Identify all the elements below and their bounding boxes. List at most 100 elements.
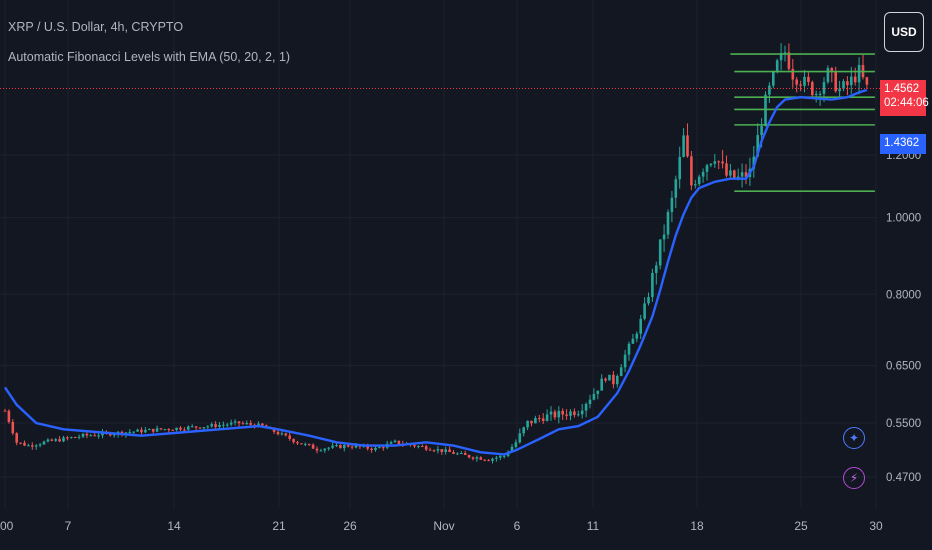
candle-body (424, 446, 428, 450)
candle-body (34, 445, 38, 447)
candle-body (651, 272, 654, 298)
candle-body (690, 156, 693, 186)
candle-body (655, 265, 658, 273)
y-tick-label: 0.5500 (886, 418, 921, 430)
candle-body (307, 443, 311, 445)
candle-body (729, 170, 732, 176)
candle-body (27, 445, 30, 447)
candle-body (144, 429, 147, 433)
candle-body (717, 161, 720, 163)
candle-body (226, 424, 229, 426)
candle-body (705, 165, 709, 172)
candle-body (811, 82, 814, 96)
compass-icon[interactable]: ✦ (843, 427, 865, 449)
candle-body (187, 426, 190, 430)
candle-body (366, 445, 369, 449)
candle-body (647, 297, 650, 304)
candle-body (592, 394, 596, 400)
candle-body (483, 459, 486, 461)
x-tick-label: 21 (272, 519, 286, 533)
candle-body (612, 374, 615, 385)
candle-body (300, 443, 303, 445)
x-tick-label: 6 (514, 519, 521, 533)
candle-body (190, 426, 194, 428)
candle-body (736, 176, 740, 178)
candle-body (237, 421, 241, 424)
candle-body (744, 172, 748, 177)
candle-body (491, 458, 494, 461)
candle-body (549, 411, 553, 415)
x-tick-label: :00 (0, 519, 14, 533)
candle-body (50, 439, 54, 441)
candle-body (354, 445, 358, 448)
indicator-label[interactable]: Automatic Fibonacci Levels with EMA (50,… (8, 50, 291, 64)
candle-body (740, 172, 744, 177)
candle-body (456, 453, 459, 455)
candle-body (557, 410, 561, 418)
candle-body (639, 318, 642, 334)
candle-body (378, 447, 381, 449)
candle-body (846, 81, 849, 86)
candle-body (569, 411, 572, 416)
x-tick-label: 11 (587, 519, 600, 533)
candle-body (565, 414, 568, 416)
x-tick-label: 14 (167, 519, 181, 533)
candle-body (70, 437, 73, 439)
candle-body (670, 197, 674, 212)
candle-body (54, 439, 57, 441)
candle-body (296, 442, 299, 444)
candle-body (733, 170, 736, 178)
candle-body (842, 81, 845, 89)
candle-body (206, 426, 210, 428)
candle-body (643, 303, 646, 319)
candle-body (834, 71, 837, 92)
candle-body (623, 354, 627, 368)
candle-body (807, 76, 810, 83)
candle-body (202, 427, 206, 429)
candle-body (194, 426, 198, 428)
candle-body (389, 442, 393, 444)
candle-body (198, 427, 202, 429)
candle-body (140, 429, 143, 433)
x-tick-label: 26 (343, 519, 357, 533)
candle-body (479, 457, 483, 460)
candle-body (58, 439, 61, 442)
candle-body (292, 438, 295, 443)
candle-body (467, 454, 471, 458)
candle-body (171, 429, 174, 431)
candle-body (803, 76, 806, 86)
candle-body (19, 442, 22, 444)
candle-body (284, 433, 288, 436)
candle-body (163, 429, 167, 431)
lightning-icon[interactable]: ⚡ (843, 467, 865, 489)
candle-body (159, 428, 163, 430)
candle-body (23, 442, 26, 446)
candle-body (327, 447, 330, 449)
candle-body (561, 410, 564, 415)
candle-body (588, 399, 592, 404)
x-tick-label: 30 (869, 519, 883, 533)
candle-body (440, 449, 444, 453)
candle-body (514, 442, 518, 447)
last-price-tag: 1.4562 02:44:06 (880, 80, 929, 116)
candle-body (530, 420, 533, 424)
candle-body (701, 171, 705, 177)
candle-body (616, 376, 619, 385)
currency-button[interactable]: USD (884, 12, 924, 52)
candle-body (136, 429, 139, 432)
candle-body (772, 71, 775, 86)
candle-body (838, 88, 841, 92)
candle-body (393, 440, 397, 443)
candle-body (760, 125, 763, 136)
candle-body (721, 161, 724, 164)
candle-body (795, 79, 798, 85)
candle-body (799, 84, 802, 86)
candle-body (495, 457, 498, 459)
y-tick-label: 0.4700 (886, 472, 921, 484)
candle-body (518, 433, 522, 443)
candle-body (853, 76, 857, 83)
candlestick-series (3, 43, 869, 464)
candle-body (210, 424, 213, 427)
